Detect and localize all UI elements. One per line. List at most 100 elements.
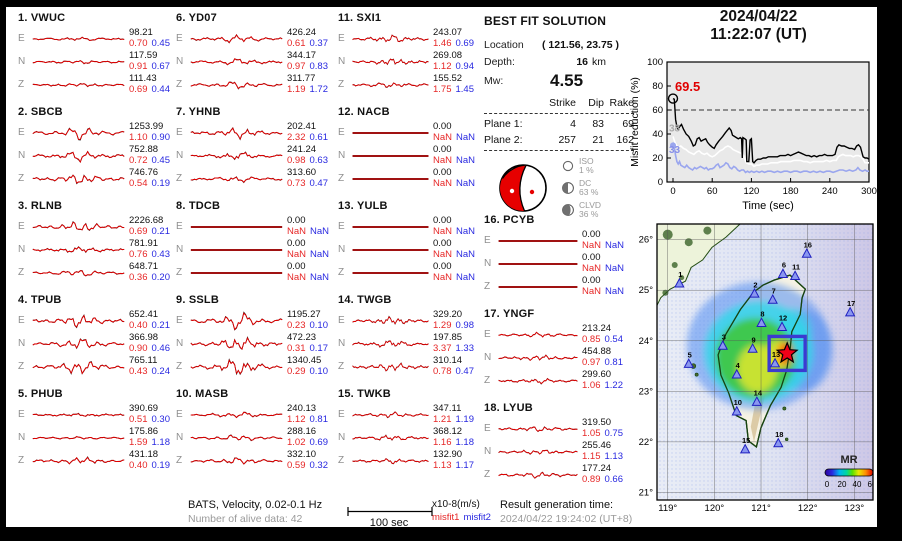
- channel-label: E: [338, 33, 345, 44]
- station-block: 8. TDCB E 0.00 NaN NaN N 0.00 NaN NaN Z 0.00 NaN NaN: [176, 198, 334, 292]
- amplitude-value: 0.00: [433, 261, 452, 272]
- channel-label: Z: [338, 173, 345, 184]
- epicenter-star: [775, 341, 799, 364]
- channel-label: N: [176, 150, 184, 161]
- misfit1-value: 1.02: [287, 436, 306, 448]
- waveform-trace: [32, 245, 125, 253]
- channel-label: E: [18, 33, 25, 44]
- waveform-trace: [190, 335, 283, 350]
- channel-label: Z: [338, 361, 345, 372]
- channel-values: 344.17 0.97 0.83: [284, 50, 334, 72]
- channel-values: 390.69 0.51 0.30: [126, 403, 176, 425]
- channel-label: Z: [484, 375, 491, 386]
- misfit1-value: 0.78: [433, 365, 452, 377]
- channel-label: N: [18, 338, 26, 349]
- station-title: 8. TDCB: [176, 200, 221, 212]
- misfit1-value: 1.29: [433, 319, 452, 331]
- channel-label: Z: [338, 455, 345, 466]
- amplitude-value: 197.85: [433, 332, 463, 343]
- channel-values: 746.76 0.54 0.19: [126, 167, 176, 189]
- image-border-right: [877, 0, 902, 541]
- channel-label: E: [18, 409, 25, 420]
- svg-text:0: 0: [825, 480, 830, 489]
- channel-values: 648.71 0.36 0.20: [126, 261, 176, 283]
- best-fit-title: BEST FIT SOLUTION: [484, 14, 607, 28]
- waveform-row: E 390.69 0.51 0.30: [18, 403, 176, 426]
- misfit2-value: 0.21: [151, 319, 171, 331]
- plane1-row: Plane 1: 4 83 69: [484, 118, 634, 130]
- waveform-trace: [498, 239, 578, 242]
- channel-label: N: [484, 352, 492, 363]
- waveform-trace: [352, 361, 429, 372]
- svg-text:14: 14: [754, 388, 763, 397]
- svg-text:180: 180: [783, 186, 799, 197]
- misfit2-value: 0.75: [604, 427, 624, 439]
- waveform-row: Z 311.77 1.19 1.72: [176, 73, 334, 96]
- station-column-4: 16. PCYB E 0.00 NaN NaN N 0.00 NaN NaN Z 0.00 NaN Na…: [484, 212, 629, 494]
- svg-text:1: 1: [678, 270, 682, 279]
- misfit2-value: 0.47: [455, 365, 475, 377]
- waveform-trace: [190, 310, 283, 331]
- misfit1-value: 0.72: [129, 154, 148, 166]
- misfit1-value: NaN: [433, 177, 453, 189]
- lat-label: 24°: [639, 336, 654, 347]
- waveform-row: Z 310.14 0.78 0.47: [338, 355, 480, 378]
- station-title: 15. TWKB: [338, 388, 391, 400]
- amplitude-value: 240.13: [287, 403, 317, 414]
- map-station-2: 2: [749, 280, 760, 298]
- amplitude-value: 0.00: [582, 229, 601, 240]
- station-title: 6. YD07: [176, 12, 217, 24]
- channel-label: N: [176, 244, 184, 255]
- amplitude-value: 765.11: [129, 355, 158, 366]
- event-date: 2024/04/22: [719, 8, 798, 25]
- svg-text:MR: MR: [840, 454, 857, 466]
- col-header-strike: Strike: [549, 97, 576, 109]
- amplitude-value: 269.08: [433, 50, 463, 61]
- nodal-plane-table: Strike Dip Rake Plane 1: 4 83 69 Plane 2…: [484, 95, 634, 151]
- misfit1-value: 0.54: [129, 177, 148, 189]
- map-station-9: 9: [747, 335, 758, 353]
- misfit2-value: NaN: [456, 225, 476, 237]
- waveform-row: Z 132.90 1.13 1.17: [338, 449, 480, 472]
- channel-label: N: [338, 56, 346, 67]
- waveform-trace: [190, 271, 283, 274]
- svg-text:16: 16: [804, 240, 812, 249]
- waveform-row: E 202.41 2.32 0.61: [176, 121, 334, 144]
- svg-text:240: 240: [822, 186, 838, 197]
- waveform-row: N 197.85 3.37 1.33: [338, 332, 480, 355]
- channel-values: 240.13 1.12 0.81: [284, 403, 334, 425]
- waveform-trace: [352, 271, 429, 274]
- amplitude-value: 781.91: [129, 238, 159, 249]
- misfit1-value: 0.73: [287, 177, 306, 189]
- svg-text:120: 120: [743, 186, 759, 197]
- waveform-row: Z 155.52 1.75 1.45: [338, 73, 480, 96]
- waveform-row: Z 746.76 0.54 0.19: [18, 167, 176, 190]
- station-title: 3. RLNB: [18, 200, 63, 212]
- waveform-row: Z 111.43 0.69 0.44: [18, 73, 176, 96]
- channel-values: 454.88 0.97 0.81: [579, 346, 629, 368]
- waveform-row: E 0.00 NaN NaN: [338, 215, 480, 238]
- misfit-x-axis-label: Time (sec): [742, 200, 794, 212]
- channel-values: 243.07 1.46 0.69: [430, 27, 480, 49]
- epicenter-zoom-box: [767, 334, 807, 373]
- misfit2-value: 0.83: [309, 60, 329, 72]
- misfit2-value: 0.30: [151, 413, 171, 425]
- waveform-trace: [190, 225, 283, 228]
- misfit2-value: NaN: [605, 239, 625, 251]
- channel-values: 177.24 0.89 0.66: [579, 463, 629, 485]
- svg-text:5: 5: [688, 351, 692, 360]
- misfit1-value: NaN: [433, 154, 453, 166]
- waveform-trace: [190, 81, 283, 90]
- channel-values: 111.43 0.69 0.44: [126, 73, 176, 95]
- map-station-5: 5: [683, 351, 694, 368]
- misfit2-value: 1.45: [455, 83, 475, 95]
- misfit2-value: 0.32: [309, 459, 329, 471]
- channel-values: 1195.27 0.23 0.10: [284, 309, 334, 331]
- channel-label: N: [176, 56, 184, 67]
- waveform-trace: [190, 57, 283, 65]
- station-block: 1. VWUC E 98.21 0.70 0.45 N 117.59 0.91 0.67 Z 111…: [18, 10, 176, 104]
- station-title: 14. TWGB: [338, 294, 392, 306]
- waveform-trace: [498, 331, 578, 338]
- channel-values: 310.14 0.78 0.47: [430, 355, 480, 377]
- waveform-trace: [190, 33, 283, 43]
